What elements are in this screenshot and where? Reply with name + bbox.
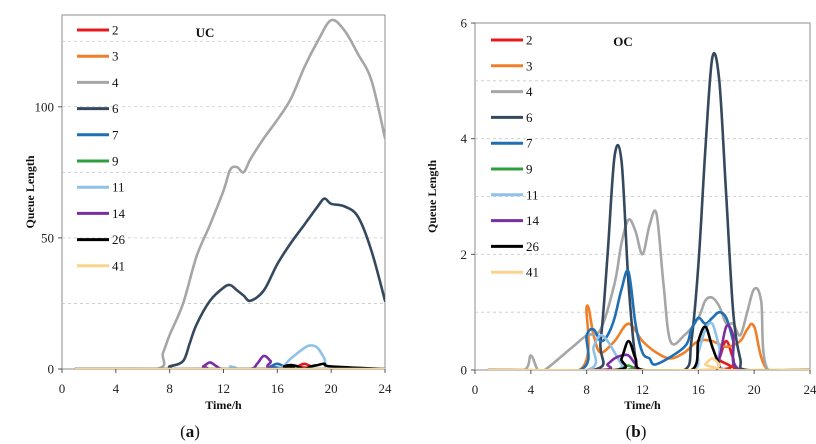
- legend-label-2: 2: [526, 33, 533, 48]
- chart-title: OC: [613, 34, 633, 49]
- y-axis-label: Queue Length: [425, 160, 439, 233]
- legend-label-14: 14: [526, 213, 540, 228]
- x-tick-label: 20: [748, 382, 761, 397]
- legend-label-14: 14: [112, 206, 126, 221]
- y-tick-label: 0: [461, 363, 468, 378]
- legend-label-41: 41: [112, 258, 125, 273]
- y-tick-label: 2: [461, 247, 468, 262]
- legend-label-7: 7: [526, 136, 533, 151]
- series-line-41: [487, 357, 810, 370]
- panel-label: (a): [180, 422, 200, 441]
- x-tick-label: 12: [636, 382, 649, 397]
- series-lines: [74, 18, 385, 369]
- y-tick-label: 100: [35, 99, 55, 114]
- series-lines: [487, 51, 810, 370]
- panel-label: (b): [626, 422, 647, 441]
- series-line-4: [74, 18, 385, 369]
- legend-label-7: 7: [112, 127, 119, 142]
- x-axis-label: Time/h: [205, 398, 242, 412]
- x-tick-label: 8: [166, 381, 173, 396]
- x-tick-label: 20: [325, 381, 338, 396]
- x-tick-label: 24: [804, 382, 816, 397]
- legend-label-6: 6: [112, 101, 119, 116]
- legend-label-11: 11: [526, 187, 539, 202]
- x-tick-label: 0: [59, 381, 66, 396]
- legend-label-9: 9: [526, 162, 533, 177]
- y-tick-label: 4: [461, 131, 468, 146]
- legend-label-11: 11: [112, 180, 125, 195]
- x-tick-label: 16: [692, 382, 706, 397]
- legend-label-26: 26: [526, 239, 540, 254]
- x-tick-label: 12: [217, 381, 230, 396]
- legend-label-3: 3: [112, 49, 119, 64]
- series-line-6: [74, 197, 385, 369]
- x-tick-label: 0: [472, 382, 479, 397]
- x-tick-label: 8: [583, 382, 590, 397]
- legend-label-4: 4: [526, 84, 533, 99]
- x-tick-label: 16: [271, 381, 285, 396]
- legend-label-41: 41: [526, 265, 539, 280]
- x-tick-label: 4: [113, 381, 120, 396]
- series-line-11: [487, 321, 810, 370]
- y-tick-label: 50: [41, 230, 54, 245]
- y-tick-label: 0: [48, 362, 55, 377]
- series-line-6: [487, 51, 810, 370]
- legend-label-3: 3: [526, 58, 533, 73]
- legend-label-26: 26: [112, 232, 126, 247]
- chart-panel-a: 0 50 100 0 4 8 12 16 20 24 Time/h Queue Length UC 2 3 4…: [23, 14, 393, 441]
- x-axis-label: Time/h: [624, 398, 661, 412]
- y-tick-label: 6: [461, 16, 468, 31]
- y-axis-label: Queue Length: [23, 155, 37, 228]
- legend-label-9: 9: [112, 154, 119, 169]
- x-tick-label: 4: [528, 382, 535, 397]
- legend-label-4: 4: [112, 75, 119, 90]
- series-line-11: [74, 344, 385, 369]
- legend-label-6: 6: [526, 110, 533, 125]
- x-tick-label: 24: [379, 381, 393, 396]
- legend-label-2: 2: [112, 23, 119, 38]
- series-line-14: [487, 324, 810, 370]
- series-line-9: [487, 364, 810, 370]
- series-line-7: [487, 269, 810, 370]
- series-line-7: [74, 362, 385, 369]
- chart-title: UC: [196, 25, 215, 40]
- series-line-4: [487, 209, 810, 370]
